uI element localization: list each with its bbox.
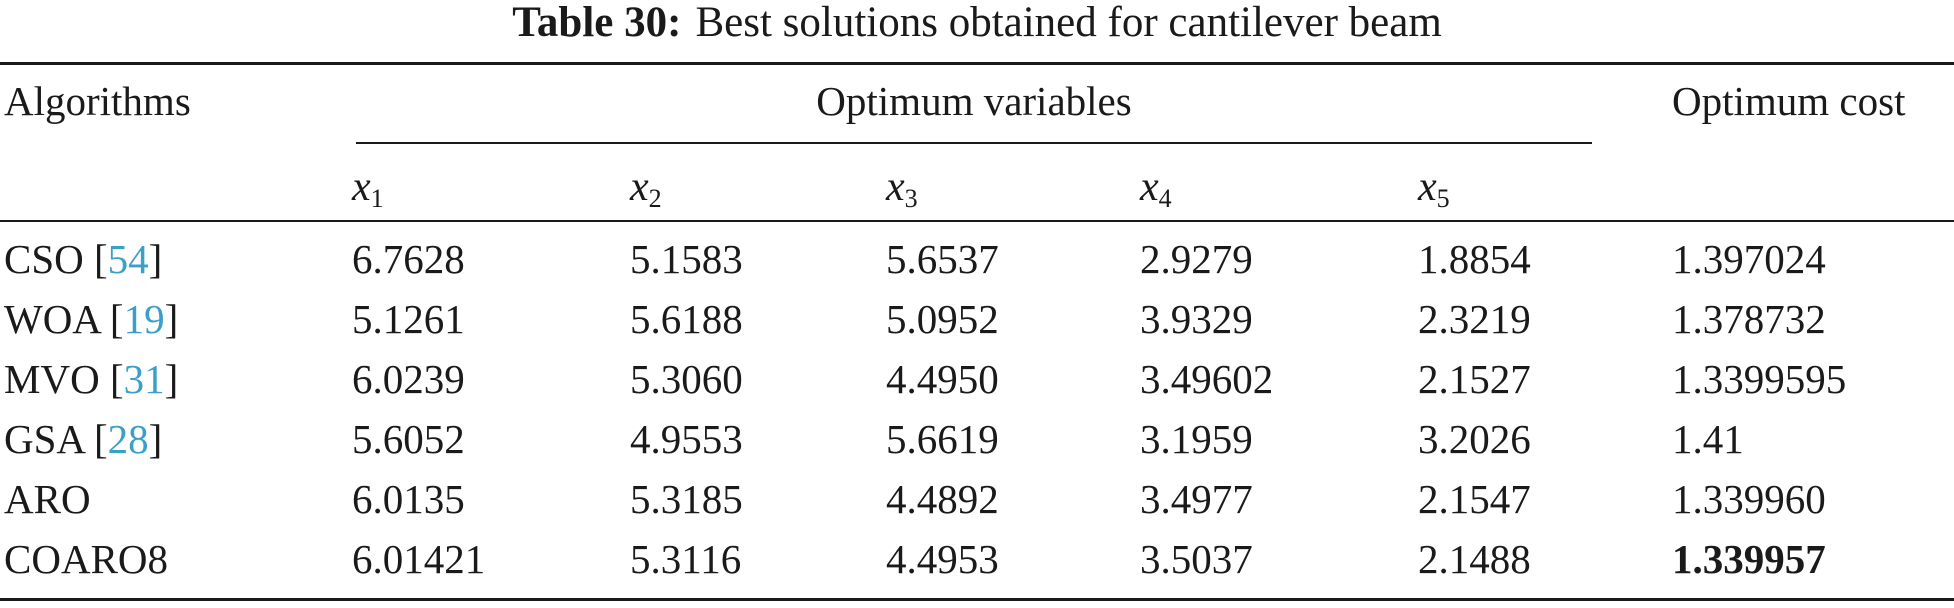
- cell-x2: 5.6188: [630, 296, 743, 342]
- cell-x5: 3.2026: [1418, 416, 1531, 462]
- cell-x1: 6.0135: [352, 476, 465, 522]
- header-var-x2: x2: [630, 164, 662, 213]
- cell-x3: 5.0952: [886, 296, 999, 342]
- algorithm-name: COARO8: [4, 536, 169, 582]
- cell-x5: 2.1488: [1418, 536, 1531, 582]
- algorithm-name: CSO: [4, 236, 84, 282]
- cell-x3: 4.4892: [886, 476, 999, 522]
- citation-link[interactable]: 54: [107, 236, 149, 282]
- cell-optimum-cost: 1.3399595: [1672, 356, 1847, 402]
- cell-optimum-cost: 1.397024: [1672, 236, 1826, 282]
- cell-x5: 2.1527: [1418, 356, 1531, 402]
- cell-x2: 5.3060: [630, 356, 743, 402]
- header-var-x3: x3: [886, 164, 918, 213]
- citation-link[interactable]: 19: [123, 296, 165, 342]
- bottom-rule: [0, 598, 1954, 601]
- header-var-x4: x4: [1140, 164, 1172, 213]
- table-label: Table 30:: [512, 0, 682, 46]
- cell-x4: 2.9279: [1140, 236, 1253, 282]
- row-algorithm: MVO [31]: [4, 356, 179, 402]
- cell-x4: 3.9329: [1140, 296, 1253, 342]
- group-rule: [356, 142, 1592, 144]
- cell-x1: 5.1261: [352, 296, 465, 342]
- cell-x4: 3.49602: [1140, 356, 1274, 402]
- cell-x2: 5.3116: [630, 536, 742, 582]
- row-algorithm: CSO [54]: [4, 236, 163, 282]
- cell-x4: 3.4977: [1140, 476, 1253, 522]
- row-algorithm: WOA [19]: [4, 296, 179, 342]
- algorithm-name: MVO: [4, 356, 100, 402]
- row-algorithm: GSA [28]: [4, 416, 163, 462]
- algorithm-name: ARO: [4, 476, 91, 522]
- cell-x5: 2.1547: [1418, 476, 1531, 522]
- cell-x1: 6.0239: [352, 356, 465, 402]
- algorithm-name: GSA: [4, 416, 84, 462]
- algorithm-name: WOA: [4, 296, 100, 342]
- cell-x2: 5.1583: [630, 236, 743, 282]
- header-optimum-variables: Optimum variables: [816, 78, 1132, 124]
- cell-x3: 4.4950: [886, 356, 999, 402]
- header-var-x5: x5: [1418, 164, 1450, 213]
- cell-x5: 2.3219: [1418, 296, 1531, 342]
- header-var-x1: x1: [352, 164, 384, 213]
- table-caption: Table 30: Best solutions obtained for can…: [0, 0, 1954, 46]
- cell-x2: 4.9553: [630, 416, 743, 462]
- cell-optimum-cost: 1.41: [1672, 416, 1744, 462]
- header-optimum-cost: Optimum cost: [1672, 78, 1906, 124]
- cell-x1: 5.6052: [352, 416, 465, 462]
- cell-x3: 4.4953: [886, 536, 999, 582]
- cell-x3: 5.6537: [886, 236, 999, 282]
- citation-link[interactable]: 31: [123, 356, 165, 402]
- cell-optimum-cost: 1.339960: [1672, 476, 1826, 522]
- cell-x4: 3.1959: [1140, 416, 1253, 462]
- cell-x2: 5.3185: [630, 476, 743, 522]
- cell-x5: 1.8854: [1418, 236, 1531, 282]
- row-algorithm: ARO: [4, 476, 91, 522]
- citation-link[interactable]: 28: [107, 416, 149, 462]
- table-caption-text: Best solutions obtained for cantilever b…: [695, 0, 1442, 46]
- row-algorithm: COARO8: [4, 536, 168, 582]
- cell-x1: 6.7628: [352, 236, 465, 282]
- cell-optimum-cost: 1.378732: [1672, 296, 1826, 342]
- cell-x1: 6.01421: [352, 536, 486, 582]
- cell-x4: 3.5037: [1140, 536, 1253, 582]
- top-rule: [0, 62, 1954, 65]
- cell-optimum-cost: 1.339957: [1672, 536, 1826, 582]
- header-algorithms: Algorithms: [4, 78, 191, 124]
- cell-x3: 5.6619: [886, 416, 999, 462]
- header-rule: [0, 220, 1954, 222]
